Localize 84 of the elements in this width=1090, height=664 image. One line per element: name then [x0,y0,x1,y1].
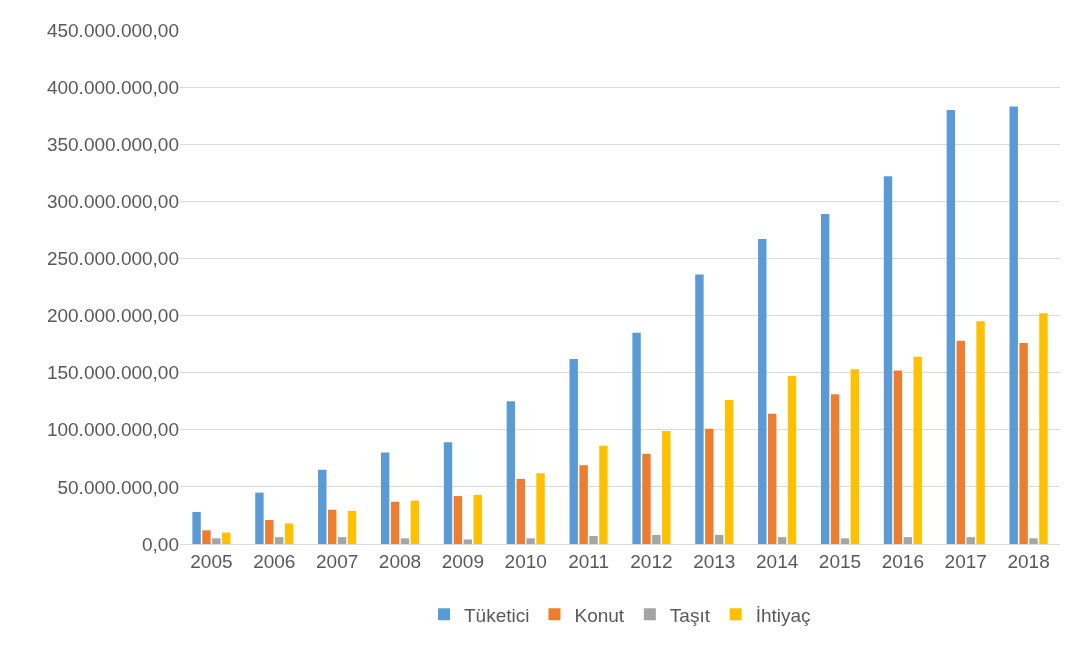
y-tick-label: 350.000.000,00 [46,133,179,155]
x-tick-label: 2018 [1007,550,1050,572]
bar [767,413,777,544]
bar [913,356,922,544]
x-tick-label: 2006 [253,550,296,572]
bar [347,510,357,544]
legend-label: İhtiyaç [755,604,811,626]
x-tick-label: 2011 [568,550,609,572]
bar [893,370,903,544]
bar [222,532,231,544]
bar [337,537,347,544]
bar [327,509,337,544]
bar [695,274,704,544]
x-tick-label: 2014 [756,550,799,572]
bar [400,538,410,544]
bar [463,539,473,544]
bar [1039,313,1048,544]
x-tick-label: 2009 [441,550,484,572]
bar [410,500,420,544]
x-tick-label: 2016 [881,550,924,572]
bar [632,332,641,544]
bar [715,534,724,544]
bar [777,537,787,544]
bar [903,537,913,544]
bar [830,394,840,544]
y-tick-label: 400.000.000,00 [46,76,179,98]
bar [506,401,516,544]
bar [255,492,264,544]
legend-label: Konut [574,604,625,626]
x-tick-label: 2008 [378,550,422,572]
y-tick-label: 150.000.000,00 [46,362,179,384]
bar [966,537,975,544]
bar [443,442,453,544]
bar [652,534,661,544]
x-tick-label: 2010 [504,550,547,572]
y-tick-label: 450.000.000,00 [46,19,179,41]
y-tick-label: 300.000.000,00 [46,190,179,212]
bar [662,430,671,544]
bar [275,537,284,544]
bar [820,213,830,544]
y-tick-label: 0,00 [142,533,179,555]
bar [380,452,390,544]
bar [840,538,850,544]
bar [956,340,965,544]
bar [390,501,400,544]
bar [265,520,274,544]
bar [473,494,482,544]
y-tick-label: 50.000.000,00 [57,476,179,498]
bar [1019,342,1028,544]
y-tick-label: 200.000.000,00 [46,305,179,327]
bar [318,469,327,544]
bar [202,530,211,544]
bar [453,496,463,544]
bar [589,536,598,544]
legend-label: Tüketici [464,604,530,626]
bar [1029,538,1038,544]
x-tick-label: 2012 [630,550,673,572]
bar [883,176,893,544]
bar [212,538,221,544]
bar [516,478,525,544]
bar [758,239,767,544]
bar [284,523,294,544]
bar [976,321,985,544]
bar [946,109,956,544]
bar [599,445,608,544]
bar [526,538,535,544]
bar [536,473,545,544]
x-tick-label: 2005 [190,550,233,572]
bar [705,428,714,544]
bar [787,376,797,544]
bar [642,453,651,544]
legend-label: Taşıt [669,604,711,626]
bar [579,465,588,544]
x-tick-label: 2015 [818,550,862,572]
bar [569,358,578,544]
y-tick-label: 100.000.000,00 [46,419,179,441]
x-tick-label: 2013 [693,550,736,572]
bar [1009,106,1018,544]
bar [192,512,201,544]
y-tick-label: 250.000.000,00 [46,248,179,270]
x-tick-label: 2007 [316,550,359,572]
bar [724,400,734,544]
x-tick-label: 2017 [944,550,987,572]
bar [850,369,860,544]
